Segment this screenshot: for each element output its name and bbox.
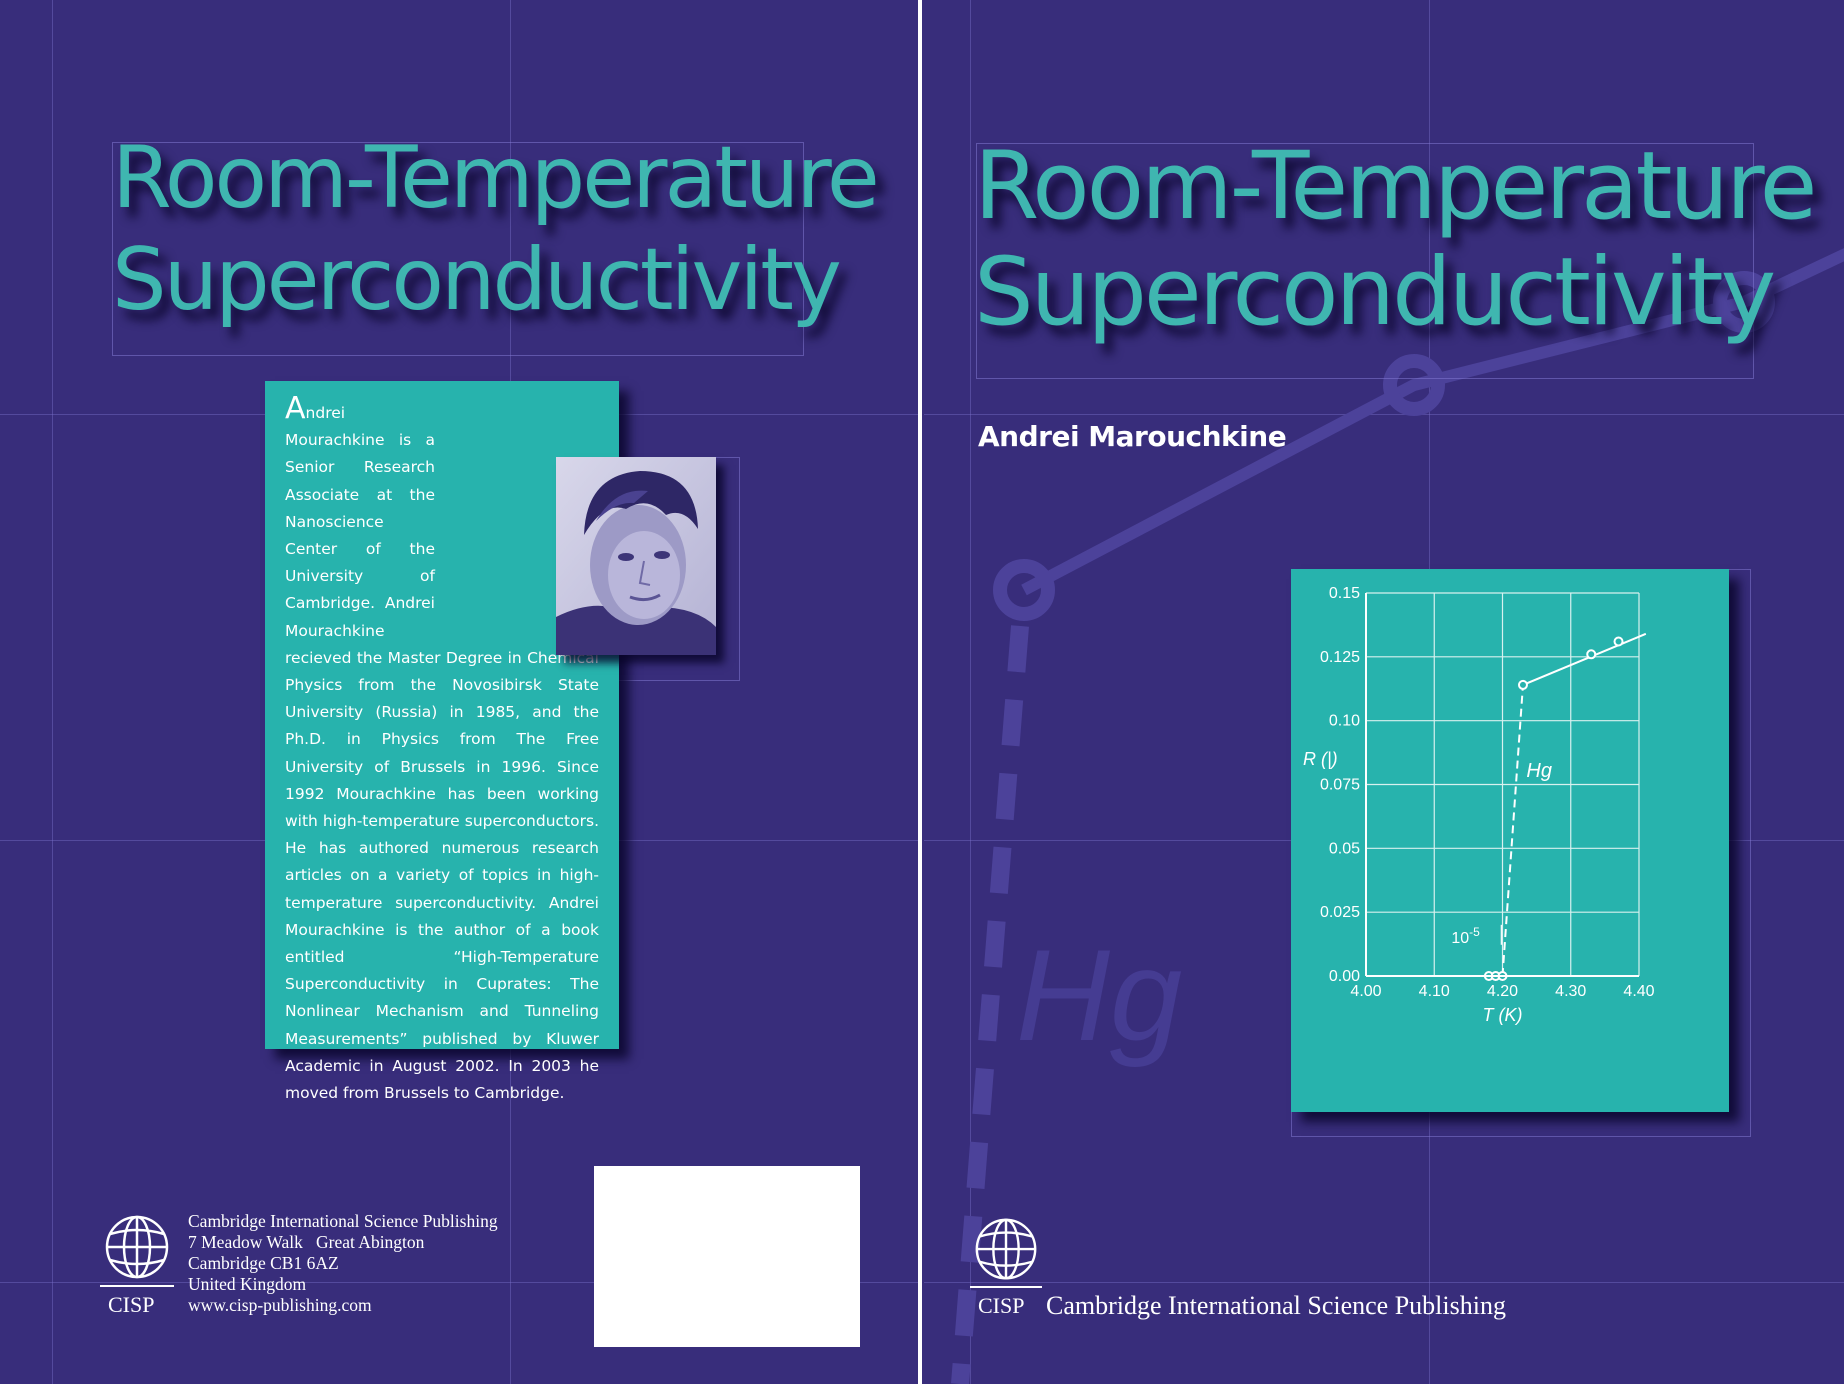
y-axis-label: R (|) xyxy=(1303,749,1338,769)
y-tick-label: 0.15 xyxy=(1329,585,1360,602)
guide-line xyxy=(924,414,1844,415)
y-tick-label: 0.00 xyxy=(1329,968,1360,985)
scale-annotation-base: 10 xyxy=(1451,930,1469,947)
guide-line xyxy=(52,0,53,1384)
publisher-name: Cambridge International Science Publishi… xyxy=(1046,1291,1506,1320)
address-line: United Kingdom xyxy=(188,1274,307,1294)
guide-line xyxy=(924,1282,1844,1283)
background-graph: Hg xyxy=(951,248,1844,1384)
y-tick-label: 0.05 xyxy=(1329,840,1360,857)
front-title: Room-Temperature Superconductivity xyxy=(974,132,1817,347)
front-title-line1: Room-Temperature xyxy=(974,132,1817,241)
publisher-abbr: CISP xyxy=(108,1292,155,1317)
x-tick-label: 4.20 xyxy=(1487,983,1518,1000)
back-title: Room-Temperature Superconductivity xyxy=(112,128,880,330)
globe-icon xyxy=(970,1218,1042,1288)
x-tick-label: 4.00 xyxy=(1350,983,1381,1000)
front-cover: Hg Room-Temperature Superconductivity An… xyxy=(924,0,1844,1384)
data-point xyxy=(1517,679,1528,690)
back-title-line2: Superconductivity xyxy=(112,230,842,330)
author-photo xyxy=(556,457,716,655)
address-line: Cambridge CB1 6AZ xyxy=(188,1253,339,1273)
author-photo-icon xyxy=(556,457,716,655)
y-tick-label: 0.125 xyxy=(1320,649,1360,666)
front-title-line2: Superconductivity xyxy=(974,238,1776,347)
author-bio-text: Andrei Mourachkine is a Senior Research … xyxy=(285,391,599,1103)
scale-annotation-exponent: -5 xyxy=(1469,925,1480,939)
data-point xyxy=(1586,649,1597,660)
scale-annotation: 10-5 xyxy=(1451,925,1480,947)
background-hg-label: Hg xyxy=(1016,922,1182,1068)
y-tick-label: 0.025 xyxy=(1320,904,1360,921)
back-cover: Room-Temperature Superconductivity Andre… xyxy=(0,0,920,1384)
transition-dashed-line xyxy=(1501,684,1524,977)
publisher-address: Cambridge International Science Publishi… xyxy=(188,1211,498,1316)
spine xyxy=(918,0,922,1384)
author-name: Andrei Marouchkine xyxy=(978,420,1287,453)
address-line: 7 Meadow Walk Great Abington xyxy=(188,1232,425,1252)
y-tick-label: 0.10 xyxy=(1329,713,1360,730)
globe-icon xyxy=(100,1215,174,1287)
back-title-line1: Room-Temperature xyxy=(112,128,880,228)
chart-svg: 4.00 4.10 4.20 4.30 4.40 0.00 0.025 0.05 0.075 0.… xyxy=(1303,585,1655,1025)
address-line: Cambridge International Science Publishi… xyxy=(188,1211,498,1231)
title-frame xyxy=(976,143,1754,379)
guide-line xyxy=(970,0,971,1384)
x-tick-label: 4.40 xyxy=(1623,983,1654,1000)
x-tick-label: 4.30 xyxy=(1555,983,1586,1000)
resistance-chart: 4.00 4.10 4.20 4.30 4.40 0.00 0.025 0.05 0.075 0.… xyxy=(1291,569,1729,1112)
x-tick-label: 4.10 xyxy=(1419,983,1450,1000)
publisher-website: www.cisp-publishing.com xyxy=(188,1295,372,1315)
data-point xyxy=(1613,636,1624,647)
normal-state-line xyxy=(1522,632,1647,686)
title-frame xyxy=(112,142,804,356)
publisher-abbr: CISP xyxy=(978,1293,1025,1318)
series-label-hg: Hg xyxy=(1526,760,1552,782)
barcode-area xyxy=(594,1166,860,1347)
y-tick-label: 0.075 xyxy=(1320,777,1360,794)
x-axis-label: T (K) xyxy=(1483,1005,1523,1025)
guide-line xyxy=(0,1282,920,1283)
author-bio: Andrei Mourachkine is a Senior Research … xyxy=(285,391,599,1107)
